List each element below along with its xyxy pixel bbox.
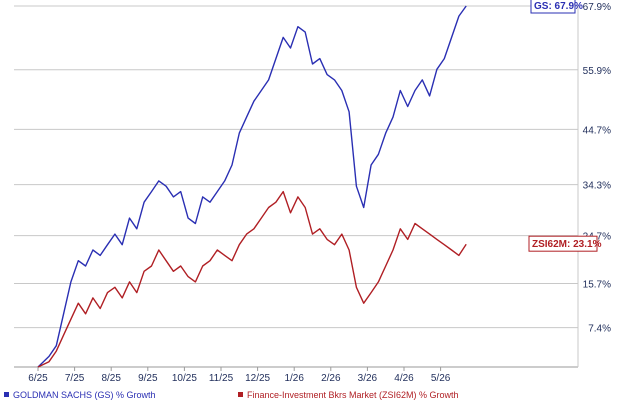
grid-layer — [14, 5, 578, 329]
callout-box — [528, 235, 598, 252]
callout-box — [530, 0, 576, 14]
y-tick-label: 44.7% — [583, 125, 611, 136]
callout-zsi: ZSI62M: 23.1% — [528, 235, 602, 252]
y-tick-label: 15.7% — [583, 280, 611, 291]
series-line-zsi — [37, 190, 467, 368]
series-line-gs — [37, 5, 467, 368]
callout-gs: GS: 67.9% — [530, 0, 583, 14]
x-tick-label: 2/26 — [321, 373, 341, 384]
y-tick-label: 7.4% — [588, 324, 611, 335]
y-tick-label: 67.9% — [583, 2, 611, 13]
callout-label: GS: 67.9% — [534, 1, 583, 12]
series-lines — [37, 5, 467, 368]
x-tick-label: 5/26 — [431, 373, 451, 384]
y-tick-label: 55.9% — [583, 66, 611, 77]
x-tick-label: 4/26 — [394, 373, 414, 384]
x-tick-label: 1/26 — [284, 373, 304, 384]
x-tick-label: 8/25 — [101, 373, 121, 384]
legend-item-gs: GOLDMAN SACHS (GS) % Growth — [4, 390, 156, 400]
x-tick-label: 11/25 — [209, 373, 234, 384]
legend: GOLDMAN SACHS (GS) % Growth Finance-Inves… — [4, 390, 459, 400]
y-tick-label: 34.3% — [583, 181, 611, 192]
x-tick-label: 12/25 — [245, 373, 270, 384]
x-tick-label: 10/25 — [172, 373, 197, 384]
legend-label: Finance-Investment Bkrs Market (ZSI62M) … — [247, 390, 459, 400]
x-tick-label: 7/25 — [65, 373, 85, 384]
callout-label: ZSI62M: 23.1% — [532, 239, 602, 250]
legend-label: GOLDMAN SACHS (GS) % Growth — [13, 390, 156, 400]
series-callouts: GS: 67.9% ZSI62M: 23.1% — [528, 0, 602, 252]
legend-item-zsi: Finance-Investment Bkrs Market (ZSI62M) … — [238, 390, 459, 400]
legend-swatch — [4, 392, 9, 397]
x-tick-label: 6/25 — [28, 373, 48, 384]
legend-swatch — [238, 392, 243, 397]
x-tick-label: 3/26 — [358, 373, 378, 384]
x-tick-label: 9/25 — [138, 373, 158, 384]
